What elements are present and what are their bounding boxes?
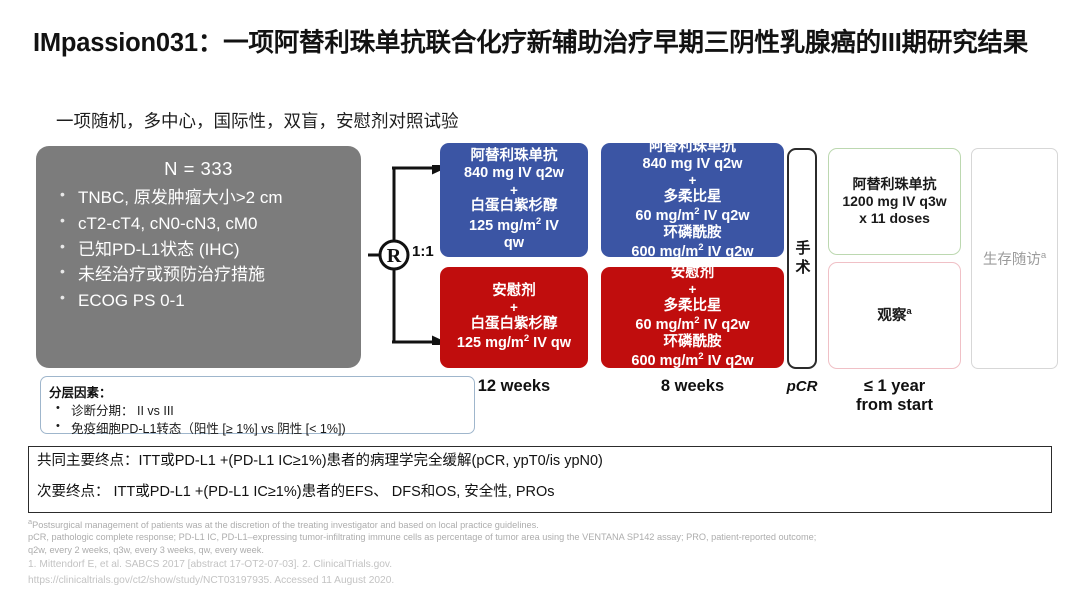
arm-line: 多柔比星 bbox=[663, 297, 722, 314]
list-item: ECOG PS 0-1 bbox=[60, 287, 351, 314]
list-item: TNBC, 原发肿瘤大小>2 cm bbox=[60, 184, 351, 211]
surgery-label: 手术 bbox=[793, 239, 811, 278]
page-subtitle: 一项随机，多中心，国际性，双盲，安慰剂对照试验 bbox=[56, 111, 459, 131]
list-item: 免疫细胞PD-L1转态（阳性 [≥ 1%] vs 阴性 [< 1%]) bbox=[49, 419, 466, 438]
reference-line-2: https://clinicaltrials.gov/ct2/show/stud… bbox=[28, 575, 395, 587]
timeline-label-pcr: pCR bbox=[786, 378, 818, 395]
arm-line: 125 mg/m2 IV bbox=[469, 215, 559, 234]
arm-line: 60 mg/m2 IV q2w bbox=[635, 315, 750, 333]
arm-line: 安慰剂 bbox=[670, 264, 715, 281]
reference-line-1: 1. Mittendorf E, et al. SABCS 2017 [abst… bbox=[28, 558, 393, 570]
coprimary-endpoint: 共同主要终点：ITT或PD-L1 +(PD-L1 IC≥1%)患者的病理学完全缓… bbox=[37, 453, 603, 469]
arm-box-adjuvant-experimental: 阿替利珠单抗 1200 mg IV q3w x 11 doses bbox=[828, 148, 961, 255]
arm-line: 多柔比星 bbox=[663, 189, 722, 206]
list-item: cT2-cT4, cN0-cN3, cM0 bbox=[60, 210, 351, 237]
arm-line: + bbox=[688, 282, 697, 298]
stratification-box: 分层因素： 诊断分期： II vs III 免疫细胞PD-L1转态（阳性 [≥ … bbox=[40, 376, 475, 436]
arm-line: 840 mg IV q2w bbox=[642, 156, 743, 172]
list-item: 已知PD-L1状态 (IHC) bbox=[60, 236, 351, 263]
arm-line: 840 mg IV q2w bbox=[464, 165, 564, 182]
footnotes: aPostsurgical management of patients was… bbox=[28, 517, 1058, 589]
population-criteria-list: TNBC, 原发肿瘤大小>2 cm cT2-cT4, cN0-cN3, cM0 … bbox=[46, 184, 351, 314]
population-box: N = 333 TNBC, 原发肿瘤大小>2 cm cT2-cT4, cN0-c… bbox=[36, 146, 361, 368]
arm-line: 安慰剂 bbox=[492, 282, 536, 299]
page-title: IMpassion031：一项阿替利珠单抗联合化疗新辅助治疗早期三阴性乳腺癌的I… bbox=[33, 29, 1029, 57]
arm-line: + bbox=[510, 182, 518, 198]
arm-box-neoadjuvant1-experimental: 阿替利珠单抗 840 mg IV q2w + 白蛋白紫杉醇 125 mg/m2 … bbox=[440, 143, 588, 257]
footnote-abbreviations: pCR, pathologic complete response; PD-L1… bbox=[28, 532, 817, 543]
arm-line: + bbox=[688, 173, 697, 189]
randomization-ratio: 1:1 bbox=[412, 243, 434, 260]
arm-line: 阿替利珠单抗 bbox=[470, 148, 558, 165]
svg-text:R: R bbox=[387, 245, 402, 267]
arm-line: 白蛋白紫杉醇 bbox=[470, 198, 558, 215]
randomization-node: R 1:1 bbox=[368, 165, 446, 345]
arm-line: 1200 mg IV q3w bbox=[842, 192, 947, 209]
arm-line: 阿替利珠单抗 bbox=[852, 175, 937, 192]
arm-line: 白蛋白紫杉醇 bbox=[470, 315, 558, 332]
arm-box-neoadjuvant2-control: 安慰剂 + 多柔比星 60 mg/m2 IV q2w 环磷酰胺 600 mg/m… bbox=[601, 264, 784, 369]
randomization-arrows-icon: R bbox=[368, 165, 446, 345]
timeline-label-phase1: 12 weeks bbox=[477, 377, 551, 395]
arm-line: 阿替利珠单抗 bbox=[649, 138, 736, 155]
arm-line: + bbox=[510, 300, 518, 316]
footnote-a: aPostsurgical management of patients was… bbox=[28, 517, 539, 531]
arm-line: 600 mg/m2 IV q2w bbox=[631, 351, 754, 369]
survival-followup-label: 生存随访a bbox=[982, 250, 1047, 268]
arm-box-adjuvant-control: 观察a bbox=[828, 262, 961, 369]
footnote-a-text: Postsurgical management of patients was … bbox=[32, 520, 539, 531]
timeline-label-adjuvant-line2: from start bbox=[855, 396, 933, 415]
endpoints-box: 共同主要终点：ITT或PD-L1 +(PD-L1 IC≥1%)患者的病理学完全缓… bbox=[28, 446, 1052, 513]
population-count: N = 333 bbox=[164, 158, 233, 179]
surgery-box: 手术 bbox=[787, 148, 817, 369]
arm-line: 60 mg/m2 IV q2w bbox=[635, 206, 750, 224]
list-item: 诊断分期： II vs III bbox=[49, 401, 466, 420]
timeline-label-adjuvant-line1: ≤ 1 year bbox=[863, 377, 926, 395]
survival-followup-box: 生存随访a bbox=[971, 148, 1058, 369]
secondary-endpoint: 次要终点： ITT或PD-L1 +(PD-L1 IC≥1%)患者的EFS、 DF… bbox=[37, 484, 555, 501]
arm-line: qw bbox=[503, 234, 525, 251]
arm-line: 600 mg/m2 IV q2w bbox=[631, 242, 754, 261]
stratification-list: 诊断分期： II vs III 免疫细胞PD-L1转态（阳性 [≥ 1%] vs… bbox=[49, 401, 466, 438]
timeline-label-phase2: 8 weeks bbox=[660, 377, 725, 395]
footnote-schedule: q2w, every 2 weeks, q3w, every 3 weeks, … bbox=[28, 544, 264, 555]
arm-line: 环磷酰胺 bbox=[663, 225, 722, 242]
arm-line: 125 mg/m2 IV qw bbox=[456, 333, 572, 351]
list-item: 未经治疗或预防治疗措施 bbox=[60, 261, 351, 288]
arm-line: 观察a bbox=[877, 305, 912, 324]
arm-box-neoadjuvant2-experimental: 阿替利珠单抗 840 mg IV q2w + 多柔比星 60 mg/m2 IV … bbox=[601, 139, 784, 260]
stratification-title: 分层因素： bbox=[49, 386, 112, 400]
timeline-label-adjuvant: ≤ 1 year from start bbox=[828, 377, 961, 416]
arm-line: x 11 doses bbox=[859, 210, 930, 227]
arm-line: 环磷酰胺 bbox=[663, 334, 722, 351]
arm-box-neoadjuvant1-control: 安慰剂 + 白蛋白紫杉醇 125 mg/m2 IV qw bbox=[440, 267, 588, 368]
